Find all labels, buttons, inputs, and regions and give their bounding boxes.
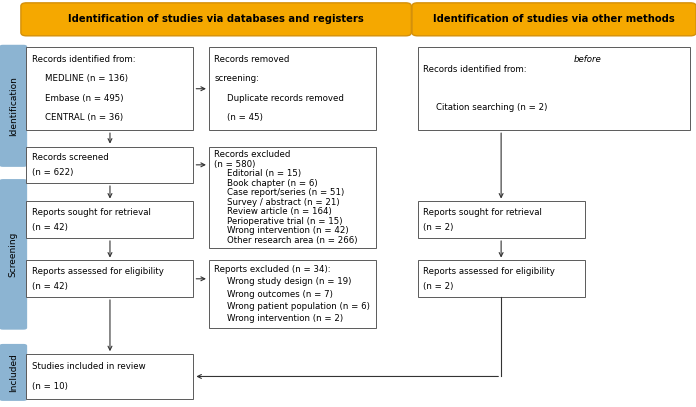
Text: Reports sought for retrieval: Reports sought for retrieval (423, 208, 542, 217)
Text: Wrong patient population (n = 6): Wrong patient population (n = 6) (227, 302, 370, 311)
FancyBboxPatch shape (418, 201, 585, 238)
Text: Wrong study design (n = 19): Wrong study design (n = 19) (227, 278, 351, 287)
FancyBboxPatch shape (418, 47, 690, 130)
Text: Duplicate records removed: Duplicate records removed (227, 94, 344, 103)
Text: Records removed: Records removed (214, 55, 292, 64)
Text: (n = 2): (n = 2) (423, 223, 454, 232)
FancyBboxPatch shape (418, 260, 585, 297)
FancyBboxPatch shape (209, 147, 376, 248)
Text: (n = 622): (n = 622) (32, 168, 73, 177)
FancyBboxPatch shape (412, 3, 696, 36)
Text: Studies included in review: Studies included in review (32, 362, 145, 372)
Text: Case report/series (n = 51): Case report/series (n = 51) (227, 188, 344, 197)
Text: Review article (n = 164): Review article (n = 164) (227, 207, 332, 216)
Text: screening:: screening: (214, 74, 260, 83)
FancyBboxPatch shape (0, 179, 27, 330)
Text: (n = 580): (n = 580) (214, 160, 255, 168)
Text: Wrong outcomes (n = 7): Wrong outcomes (n = 7) (227, 289, 333, 299)
Text: Reports assessed for eligibility: Reports assessed for eligibility (423, 267, 555, 276)
Text: Survey / abstract (n = 21): Survey / abstract (n = 21) (227, 198, 340, 207)
Text: (n = 45): (n = 45) (227, 113, 263, 122)
Text: Identification of studies via other methods: Identification of studies via other meth… (433, 14, 675, 24)
Text: Embase (n = 495): Embase (n = 495) (45, 94, 123, 103)
Text: CENTRAL (n = 36): CENTRAL (n = 36) (45, 113, 122, 122)
Text: Book chapter (n = 6): Book chapter (n = 6) (227, 179, 317, 188)
FancyBboxPatch shape (0, 344, 27, 401)
FancyBboxPatch shape (26, 147, 193, 183)
FancyBboxPatch shape (26, 47, 193, 130)
Text: Wrong intervention (n = 2): Wrong intervention (n = 2) (227, 314, 343, 323)
Text: (n = 42): (n = 42) (32, 282, 68, 291)
FancyBboxPatch shape (0, 45, 27, 167)
Text: before: before (574, 55, 601, 64)
Text: Identification: Identification (9, 76, 17, 136)
Text: Perioperative trial (n = 15): Perioperative trial (n = 15) (227, 217, 342, 226)
Text: Records identified from:: Records identified from: (423, 65, 527, 74)
FancyBboxPatch shape (26, 201, 193, 238)
FancyBboxPatch shape (209, 47, 376, 130)
Text: Records screened: Records screened (32, 153, 109, 162)
Text: Reports assessed for eligibility: Reports assessed for eligibility (32, 267, 164, 276)
Text: (n = 42): (n = 42) (32, 223, 68, 232)
Text: Wrong intervention (n = 42): Wrong intervention (n = 42) (227, 226, 349, 235)
Text: Editorial (n = 15): Editorial (n = 15) (227, 169, 301, 178)
Text: Records identified from:: Records identified from: (32, 55, 136, 64)
FancyBboxPatch shape (209, 260, 376, 328)
Text: (n = 10): (n = 10) (32, 381, 68, 391)
FancyBboxPatch shape (21, 3, 411, 36)
Text: Screening: Screening (9, 232, 17, 277)
Text: Included: Included (9, 353, 17, 392)
Text: Identification of studies via databases and registers: Identification of studies via databases … (68, 14, 364, 24)
Text: Reports excluded (n = 34):: Reports excluded (n = 34): (214, 265, 331, 274)
Text: Reports sought for retrieval: Reports sought for retrieval (32, 208, 151, 217)
Text: Citation searching (n = 2): Citation searching (n = 2) (436, 103, 547, 112)
FancyBboxPatch shape (26, 260, 193, 297)
Text: Other research area (n = 266): Other research area (n = 266) (227, 236, 358, 245)
FancyBboxPatch shape (26, 354, 193, 399)
Text: MEDLINE (n = 136): MEDLINE (n = 136) (45, 74, 127, 83)
Text: Records excluded: Records excluded (214, 150, 291, 159)
Text: (n = 2): (n = 2) (423, 282, 454, 291)
